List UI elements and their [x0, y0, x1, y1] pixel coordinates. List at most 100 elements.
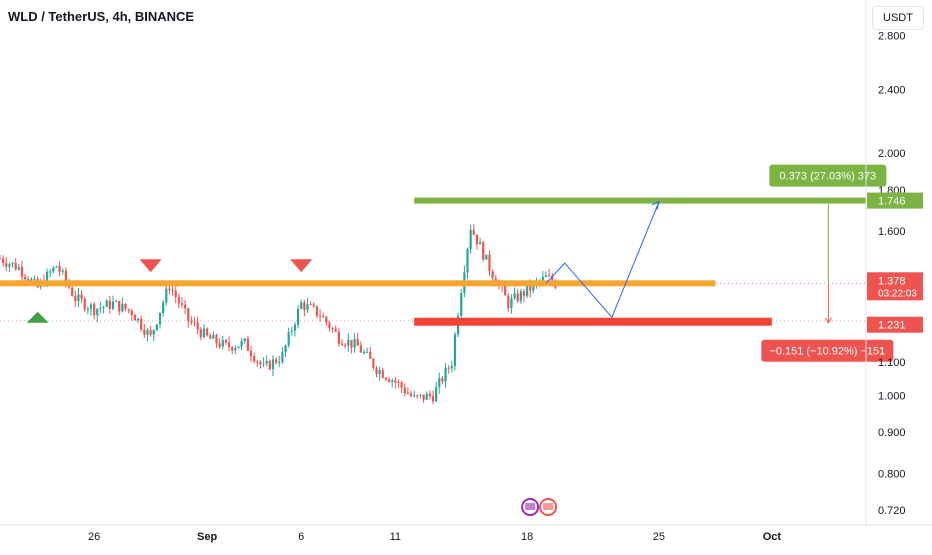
candle-body	[24, 276, 27, 280]
candle-body	[522, 291, 526, 296]
candle-body	[5, 263, 8, 267]
candle-body	[278, 362, 281, 364]
candle-body	[218, 343, 221, 347]
badge-inner	[543, 503, 554, 510]
candle-body	[309, 304, 312, 306]
candle-body	[491, 271, 494, 279]
candle-body	[384, 377, 388, 380]
candle-body	[290, 330, 293, 332]
candle-body	[318, 315, 322, 317]
target-annotation-box	[769, 164, 887, 187]
candle-body	[438, 378, 441, 388]
triangle-up-icon	[26, 311, 49, 323]
candle-body	[353, 338, 356, 348]
candle-body	[344, 345, 347, 347]
candle-body	[243, 338, 246, 342]
candle-body	[155, 324, 158, 330]
y-tick-label: 2.000	[878, 148, 906, 160]
candle-body	[275, 359, 278, 363]
candle-body	[231, 347, 234, 351]
candle-body	[416, 395, 419, 397]
candle-body	[212, 334, 215, 339]
stop-price-label-bg	[867, 316, 923, 333]
candle-body	[221, 340, 224, 347]
candle-body	[146, 330, 149, 335]
candle-body	[271, 359, 275, 370]
candle-body	[136, 318, 140, 321]
stop-annotation-box	[761, 339, 894, 362]
candle-body	[510, 298, 513, 309]
currency-button[interactable]: USDT	[872, 6, 924, 30]
candle-body	[246, 338, 249, 351]
candle-body	[83, 298, 86, 310]
x-tick-label: Sep	[197, 531, 217, 543]
y-tick-label: 1.100	[878, 357, 906, 369]
candle-body	[287, 331, 290, 346]
candle-body	[529, 285, 532, 291]
candle-body	[224, 340, 228, 343]
stop-annotation-text: −0.151 (−10.92%) −151	[769, 346, 885, 358]
candle-body	[184, 304, 187, 309]
candle-body	[140, 318, 143, 330]
candle-body	[466, 249, 469, 273]
candle-body	[174, 290, 177, 298]
y-tick-label: 1.000	[878, 390, 906, 402]
candle-body	[17, 267, 20, 270]
candle-body	[387, 379, 391, 382]
stop-zone	[414, 317, 772, 326]
candle-body	[532, 283, 535, 291]
candle-body	[121, 303, 124, 312]
candle-body	[397, 382, 400, 384]
candle-body	[394, 380, 397, 383]
candle-body	[322, 316, 325, 318]
candle-body	[551, 276, 554, 282]
candle-body	[237, 346, 240, 349]
candle-body	[111, 301, 115, 309]
candle-body	[328, 322, 331, 329]
candle-body	[340, 343, 344, 346]
candle-body	[372, 358, 375, 368]
x-tick-label: 11	[390, 531, 401, 543]
candle-body	[268, 360, 271, 370]
candle-body	[45, 271, 49, 286]
candle-body	[441, 378, 444, 382]
y-tick-label: 0.800	[878, 468, 906, 480]
candle-body	[337, 331, 340, 344]
candle-body	[202, 328, 206, 338]
candle-body	[58, 266, 61, 272]
stop-price-label: 1.231	[878, 320, 906, 332]
candle-body	[52, 267, 55, 272]
candle-body	[143, 329, 146, 335]
candle-body	[381, 370, 384, 378]
candles	[0, 224, 557, 405]
candle-body	[315, 306, 319, 316]
candle-body	[378, 370, 381, 374]
candle-body	[227, 342, 231, 348]
candle-body	[118, 300, 121, 312]
candle-body	[11, 262, 14, 265]
candle-body	[133, 315, 137, 321]
y-tick-label: 2.800	[878, 31, 906, 43]
candle-body	[516, 293, 519, 302]
candle-body	[105, 300, 108, 307]
candle-body	[102, 306, 105, 308]
candle-body	[356, 338, 359, 346]
candle-body	[447, 367, 450, 369]
target-annotation-text: 0.373 (27.03%) 373	[780, 171, 877, 183]
candle-body	[431, 395, 435, 402]
candle-body	[77, 294, 80, 302]
candle-body	[124, 303, 127, 310]
candle-body	[547, 275, 551, 277]
target-price-label: 1.746	[878, 196, 906, 208]
axes: 2.8002.4002.0001.8001.6001.1001.0000.900…	[0, 0, 932, 543]
candle-body	[259, 361, 262, 365]
candle-body	[20, 267, 24, 277]
candle-body	[478, 242, 482, 245]
candle-body	[49, 271, 52, 273]
candle-body	[209, 335, 212, 339]
x-tick-label: 25	[653, 531, 665, 543]
candle-body	[359, 345, 362, 353]
candle-body	[469, 229, 472, 250]
